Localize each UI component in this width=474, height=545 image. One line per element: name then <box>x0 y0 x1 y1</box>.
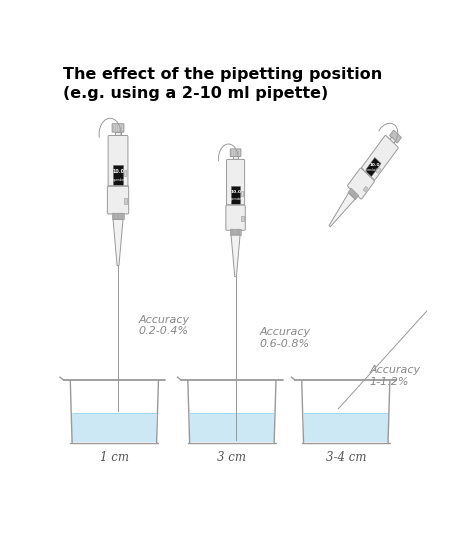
Text: 3-4 cm: 3-4 cm <box>326 451 366 464</box>
Bar <box>376 167 381 173</box>
Text: (e.g. using a 2-10 ml pipette): (e.g. using a 2-10 ml pipette) <box>63 86 328 100</box>
Text: 10.0: 10.0 <box>230 190 241 193</box>
Bar <box>124 198 127 204</box>
Text: Accuracy
0.2-0.4%: Accuracy 0.2-0.4% <box>138 315 189 336</box>
FancyBboxPatch shape <box>227 159 245 205</box>
Text: Eppendorf: Eppendorf <box>110 178 126 182</box>
FancyBboxPatch shape <box>230 149 241 156</box>
Text: Eppendorf: Eppendorf <box>364 168 377 172</box>
Bar <box>240 191 243 196</box>
Bar <box>365 158 381 177</box>
Polygon shape <box>231 235 240 277</box>
Polygon shape <box>329 193 355 227</box>
FancyBboxPatch shape <box>361 136 398 180</box>
Bar <box>361 168 374 181</box>
Bar <box>227 204 244 207</box>
Bar <box>112 213 124 220</box>
FancyBboxPatch shape <box>108 186 128 214</box>
Text: 3 cm: 3 cm <box>218 451 246 464</box>
FancyBboxPatch shape <box>347 168 374 199</box>
Text: Accuracy
1-1.2%: Accuracy 1-1.2% <box>370 365 421 387</box>
FancyBboxPatch shape <box>112 124 124 132</box>
FancyBboxPatch shape <box>108 136 128 186</box>
Bar <box>115 132 121 137</box>
Polygon shape <box>73 413 156 442</box>
Polygon shape <box>190 413 274 442</box>
Bar <box>389 137 396 144</box>
Text: Eppendorf: Eppendorf <box>228 197 243 202</box>
Text: Accuracy
0.6-0.8%: Accuracy 0.6-0.8% <box>259 328 310 349</box>
Text: 10.0: 10.0 <box>370 162 380 167</box>
Polygon shape <box>113 220 123 265</box>
Bar <box>241 216 244 221</box>
FancyBboxPatch shape <box>390 130 401 143</box>
Bar <box>124 170 127 177</box>
Bar <box>233 156 238 161</box>
Text: 1 cm: 1 cm <box>100 451 129 464</box>
Bar <box>113 165 123 186</box>
Text: 10.0: 10.0 <box>112 168 124 173</box>
Bar <box>231 186 240 205</box>
Bar <box>230 229 241 235</box>
Polygon shape <box>304 413 388 442</box>
Bar <box>109 185 128 187</box>
Text: The effect of the pipetting position: The effect of the pipetting position <box>63 68 382 82</box>
Bar <box>348 188 359 200</box>
FancyBboxPatch shape <box>226 205 245 231</box>
Bar <box>363 186 368 192</box>
